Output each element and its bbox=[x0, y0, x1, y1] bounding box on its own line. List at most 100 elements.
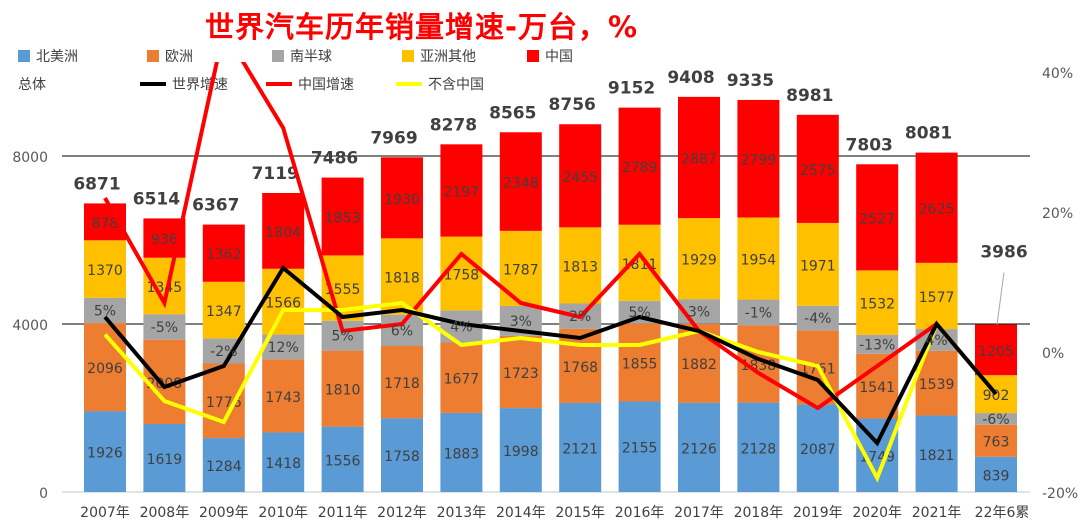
legend-item-total: 总体 bbox=[18, 74, 46, 94]
bar-data-label: 1853 bbox=[325, 211, 361, 227]
bar-data-label: 1882 bbox=[681, 357, 717, 373]
bar-data-label: 1541 bbox=[859, 380, 895, 396]
bar-segment bbox=[559, 402, 602, 492]
bar-data-label: 1723 bbox=[503, 366, 539, 382]
bar-segment bbox=[796, 222, 839, 306]
bar-segment bbox=[678, 96, 720, 219]
legend-line bbox=[140, 82, 166, 86]
world-growth-label: -6% bbox=[982, 412, 1009, 428]
bar-segment bbox=[975, 413, 1017, 425]
bar-segment bbox=[618, 107, 661, 225]
total-label: 3986 bbox=[980, 243, 1027, 263]
bar-segment bbox=[499, 408, 542, 492]
bar-data-label: 2575 bbox=[800, 163, 836, 179]
bar-segment bbox=[202, 281, 245, 339]
bar-segment bbox=[915, 415, 958, 492]
y-left-tick-label: 8000 bbox=[12, 150, 48, 166]
bar-segment bbox=[321, 177, 364, 256]
world-growth-label: 4% bbox=[450, 319, 472, 335]
bar-segment bbox=[856, 334, 899, 354]
total-label: 8756 bbox=[549, 95, 596, 115]
bar-data-label: 1998 bbox=[503, 444, 539, 460]
bar-data-label: 1813 bbox=[562, 259, 598, 275]
bar-data-label: 1619 bbox=[147, 452, 183, 468]
bar-data-label: 2455 bbox=[562, 170, 598, 186]
bar-segment bbox=[618, 323, 661, 402]
legend-swatch bbox=[147, 50, 159, 62]
world-growth-label: 5% bbox=[331, 329, 353, 345]
legend-line bbox=[266, 82, 292, 86]
bar-data-label: 1971 bbox=[800, 258, 836, 274]
bar-data-label: 1768 bbox=[562, 360, 598, 376]
bar-segment bbox=[915, 152, 958, 263]
bar-data-label: 1855 bbox=[622, 357, 658, 373]
bar-segment bbox=[559, 227, 602, 304]
world-growth-label: -2% bbox=[210, 344, 237, 360]
chart-title: 世界汽车历年销量增速-万台，% bbox=[205, 10, 639, 44]
bar-data-label: 1566 bbox=[265, 296, 301, 312]
bar-data-label: 1954 bbox=[741, 253, 777, 269]
bar-data-label: 1718 bbox=[384, 376, 420, 392]
y-right-tick-label: 0% bbox=[1042, 346, 1064, 362]
bar-segment bbox=[381, 157, 423, 239]
bar-data-label: 2126 bbox=[681, 441, 717, 457]
legend-item-china-growth: 中国增速 bbox=[266, 74, 354, 94]
bar-data-label: 2348 bbox=[503, 176, 539, 192]
x-tick-label: 2019年 bbox=[793, 505, 843, 521]
bar-data-label: 2096 bbox=[87, 361, 123, 377]
bar-segment bbox=[975, 375, 1017, 414]
world-growth-label: 12% bbox=[268, 340, 299, 356]
bar-segment bbox=[262, 432, 305, 492]
world-growth-label: 5% bbox=[628, 305, 650, 321]
bar-data-label: 2887 bbox=[681, 151, 717, 167]
x-tick-label: 22年6累 bbox=[975, 505, 1030, 521]
x-tick-label: 2020年 bbox=[852, 505, 902, 521]
total-label: 7119 bbox=[252, 164, 299, 184]
bar-data-label: 1883 bbox=[444, 446, 480, 462]
bar-data-label: 1556 bbox=[325, 453, 361, 469]
total-label: 8565 bbox=[489, 103, 536, 123]
legend-item-china: 中国 bbox=[527, 46, 573, 66]
total-label: 8981 bbox=[786, 86, 833, 106]
bar-data-label: 1810 bbox=[325, 383, 361, 399]
legend-label: 欧洲 bbox=[165, 49, 193, 65]
total-label: 9408 bbox=[667, 68, 714, 88]
bar-segment bbox=[84, 323, 126, 412]
x-tick-label: 2008年 bbox=[140, 505, 190, 521]
total-label: 6514 bbox=[133, 189, 180, 209]
x-tick-label: 2015年 bbox=[555, 505, 605, 521]
bar-segment bbox=[618, 401, 661, 492]
bar-data-label: 1539 bbox=[919, 377, 955, 393]
x-tick-label: 2010年 bbox=[258, 505, 308, 521]
bar-data-label: 878 bbox=[92, 216, 119, 232]
legend-item-southern: 南半球 bbox=[272, 46, 332, 66]
bar-segment bbox=[737, 217, 780, 300]
bar-data-label: 1787 bbox=[503, 262, 539, 278]
legend-label: 亚洲其他 bbox=[420, 49, 476, 65]
bar-data-label: 936 bbox=[151, 232, 178, 248]
y-right-tick-label: 40% bbox=[1042, 66, 1073, 82]
bar-segment bbox=[143, 424, 186, 492]
bar-segment bbox=[440, 144, 483, 237]
legend-swatch bbox=[527, 50, 539, 62]
x-tick-label: 2011年 bbox=[318, 505, 368, 521]
total-label: 8278 bbox=[430, 115, 477, 135]
bar-segment bbox=[202, 224, 245, 282]
world-growth-label: 3% bbox=[688, 304, 710, 320]
bar-segment bbox=[975, 424, 1017, 457]
x-tick-label: 2009年 bbox=[199, 505, 249, 521]
world-growth-label: 4% bbox=[925, 333, 947, 349]
total-label: 8081 bbox=[905, 124, 952, 144]
bar-segment bbox=[321, 350, 364, 427]
bar-segment bbox=[559, 328, 602, 403]
world-growth-label: -1% bbox=[745, 305, 772, 321]
bar-segment bbox=[381, 346, 423, 419]
world-growth-label: -13% bbox=[859, 337, 895, 353]
bar-data-label: 839 bbox=[983, 468, 1010, 484]
legend-swatch bbox=[18, 50, 30, 62]
legend-item-other-asia: 亚洲其他 bbox=[402, 46, 476, 66]
bar-segment bbox=[796, 404, 839, 492]
bar-segment bbox=[381, 314, 423, 347]
bar-segment bbox=[975, 456, 1017, 492]
